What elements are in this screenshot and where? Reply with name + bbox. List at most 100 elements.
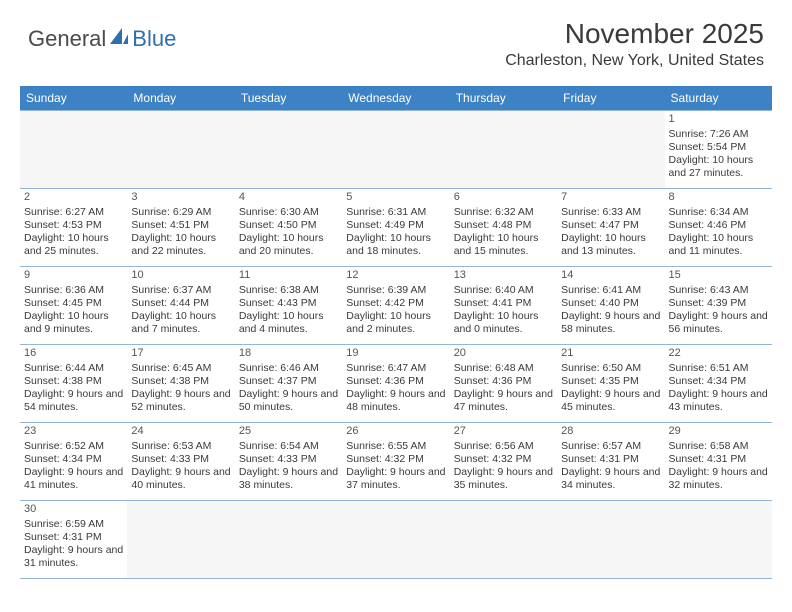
- empty-cell: [557, 111, 664, 189]
- sunrise-text: Sunrise: 6:31 AM: [346, 206, 445, 219]
- sunset-text: Sunset: 4:32 PM: [454, 453, 553, 466]
- day-number: 21: [561, 347, 660, 361]
- sunset-text: Sunset: 4:49 PM: [346, 219, 445, 232]
- sunrise-text: Sunrise: 6:44 AM: [24, 362, 123, 375]
- day-number: 18: [239, 347, 338, 361]
- daylight-text: Daylight: 10 hours and 22 minutes.: [131, 232, 230, 258]
- sunset-text: Sunset: 4:35 PM: [561, 375, 660, 388]
- sunrise-text: Sunrise: 6:37 AM: [131, 284, 230, 297]
- day-cell: 1Sunrise: 7:26 AMSunset: 5:54 PMDaylight…: [665, 111, 772, 189]
- sunrise-text: Sunrise: 6:46 AM: [239, 362, 338, 375]
- daylight-text: Daylight: 10 hours and 18 minutes.: [346, 232, 445, 258]
- sunrise-text: Sunrise: 6:39 AM: [346, 284, 445, 297]
- day-cell: 12Sunrise: 6:39 AMSunset: 4:42 PMDayligh…: [342, 267, 449, 345]
- empty-cell: [342, 111, 449, 189]
- sunset-text: Sunset: 5:54 PM: [669, 141, 768, 154]
- day-cell: 9Sunrise: 6:36 AMSunset: 4:45 PMDaylight…: [20, 267, 127, 345]
- logo: General Blue: [28, 26, 176, 52]
- day-cell: 4Sunrise: 6:30 AMSunset: 4:50 PMDaylight…: [235, 189, 342, 267]
- day-number: 11: [239, 269, 338, 283]
- empty-cell: [127, 501, 234, 579]
- day-cell: 26Sunrise: 6:55 AMSunset: 4:32 PMDayligh…: [342, 423, 449, 501]
- day-number: 27: [454, 425, 553, 439]
- sunset-text: Sunset: 4:45 PM: [24, 297, 123, 310]
- day-cell: 2Sunrise: 6:27 AMSunset: 4:53 PMDaylight…: [20, 189, 127, 267]
- sunset-text: Sunset: 4:38 PM: [24, 375, 123, 388]
- day-number: 2: [24, 191, 123, 205]
- sunset-text: Sunset: 4:43 PM: [239, 297, 338, 310]
- day-number: 17: [131, 347, 230, 361]
- sunrise-text: Sunrise: 6:41 AM: [561, 284, 660, 297]
- day-cell: 8Sunrise: 6:34 AMSunset: 4:46 PMDaylight…: [665, 189, 772, 267]
- day-number: 10: [131, 269, 230, 283]
- day-cell: 22Sunrise: 6:51 AMSunset: 4:34 PMDayligh…: [665, 345, 772, 423]
- day-cell: 14Sunrise: 6:41 AMSunset: 4:40 PMDayligh…: [557, 267, 664, 345]
- sunrise-text: Sunrise: 6:51 AM: [669, 362, 768, 375]
- daylight-text: Daylight: 9 hours and 34 minutes.: [561, 466, 660, 492]
- daylight-text: Daylight: 9 hours and 37 minutes.: [346, 466, 445, 492]
- sunrise-text: Sunrise: 6:29 AM: [131, 206, 230, 219]
- sunrise-text: Sunrise: 6:59 AM: [24, 518, 123, 531]
- day-cell: 7Sunrise: 6:33 AMSunset: 4:47 PMDaylight…: [557, 189, 664, 267]
- sunrise-text: Sunrise: 6:58 AM: [669, 440, 768, 453]
- day-cell: 19Sunrise: 6:47 AMSunset: 4:36 PMDayligh…: [342, 345, 449, 423]
- sunrise-text: Sunrise: 6:32 AM: [454, 206, 553, 219]
- day-cell: 10Sunrise: 6:37 AMSunset: 4:44 PMDayligh…: [127, 267, 234, 345]
- day-cell: 24Sunrise: 6:53 AMSunset: 4:33 PMDayligh…: [127, 423, 234, 501]
- daylight-text: Daylight: 9 hours and 41 minutes.: [24, 466, 123, 492]
- daylight-text: Daylight: 10 hours and 7 minutes.: [131, 310, 230, 336]
- sunset-text: Sunset: 4:36 PM: [346, 375, 445, 388]
- dayname-mon: Monday: [127, 86, 234, 111]
- day-cell: 5Sunrise: 6:31 AMSunset: 4:49 PMDaylight…: [342, 189, 449, 267]
- sunset-text: Sunset: 4:38 PM: [131, 375, 230, 388]
- sunrise-text: Sunrise: 6:40 AM: [454, 284, 553, 297]
- day-cell: 17Sunrise: 6:45 AMSunset: 4:38 PMDayligh…: [127, 345, 234, 423]
- day-cell: 20Sunrise: 6:48 AMSunset: 4:36 PMDayligh…: [450, 345, 557, 423]
- day-number: 29: [669, 425, 768, 439]
- daylight-text: Daylight: 9 hours and 58 minutes.: [561, 310, 660, 336]
- day-number: 12: [346, 269, 445, 283]
- sunrise-text: Sunrise: 6:43 AM: [669, 284, 768, 297]
- week-row: 9Sunrise: 6:36 AMSunset: 4:45 PMDaylight…: [20, 267, 772, 345]
- empty-cell: [127, 111, 234, 189]
- empty-cell: [342, 501, 449, 579]
- daylight-text: Daylight: 10 hours and 2 minutes.: [346, 310, 445, 336]
- day-number: 7: [561, 191, 660, 205]
- sunset-text: Sunset: 4:39 PM: [669, 297, 768, 310]
- day-number: 22: [669, 347, 768, 361]
- sunset-text: Sunset: 4:47 PM: [561, 219, 660, 232]
- week-row: 16Sunrise: 6:44 AMSunset: 4:38 PMDayligh…: [20, 345, 772, 423]
- dayname-wed: Wednesday: [342, 86, 449, 111]
- sunrise-text: Sunrise: 6:54 AM: [239, 440, 338, 453]
- sunset-text: Sunset: 4:42 PM: [346, 297, 445, 310]
- daylight-text: Daylight: 9 hours and 40 minutes.: [131, 466, 230, 492]
- daylight-text: Daylight: 9 hours and 38 minutes.: [239, 466, 338, 492]
- empty-cell: [557, 501, 664, 579]
- daylight-text: Daylight: 9 hours and 52 minutes.: [131, 388, 230, 414]
- sunset-text: Sunset: 4:36 PM: [454, 375, 553, 388]
- week-row: 23Sunrise: 6:52 AMSunset: 4:34 PMDayligh…: [20, 423, 772, 501]
- location-label: Charleston, New York, United States: [505, 52, 764, 70]
- sunset-text: Sunset: 4:51 PM: [131, 219, 230, 232]
- day-cell: 29Sunrise: 6:58 AMSunset: 4:31 PMDayligh…: [665, 423, 772, 501]
- day-number: 3: [131, 191, 230, 205]
- daylight-text: Daylight: 10 hours and 20 minutes.: [239, 232, 338, 258]
- sunset-text: Sunset: 4:50 PM: [239, 219, 338, 232]
- day-number: 6: [454, 191, 553, 205]
- day-number: 13: [454, 269, 553, 283]
- sunrise-text: Sunrise: 6:34 AM: [669, 206, 768, 219]
- daylight-text: Daylight: 10 hours and 27 minutes.: [669, 154, 768, 180]
- day-number: 1: [669, 113, 768, 127]
- day-cell: 21Sunrise: 6:50 AMSunset: 4:35 PMDayligh…: [557, 345, 664, 423]
- empty-cell: [20, 111, 127, 189]
- day-number: 30: [24, 503, 123, 517]
- sunrise-text: Sunrise: 6:57 AM: [561, 440, 660, 453]
- day-number: 8: [669, 191, 768, 205]
- sunset-text: Sunset: 4:44 PM: [131, 297, 230, 310]
- empty-cell: [665, 501, 772, 579]
- daylight-text: Daylight: 10 hours and 15 minutes.: [454, 232, 553, 258]
- sunrise-text: Sunrise: 6:53 AM: [131, 440, 230, 453]
- sunrise-text: Sunrise: 6:52 AM: [24, 440, 123, 453]
- dayname-tue: Tuesday: [235, 86, 342, 111]
- sunset-text: Sunset: 4:34 PM: [24, 453, 123, 466]
